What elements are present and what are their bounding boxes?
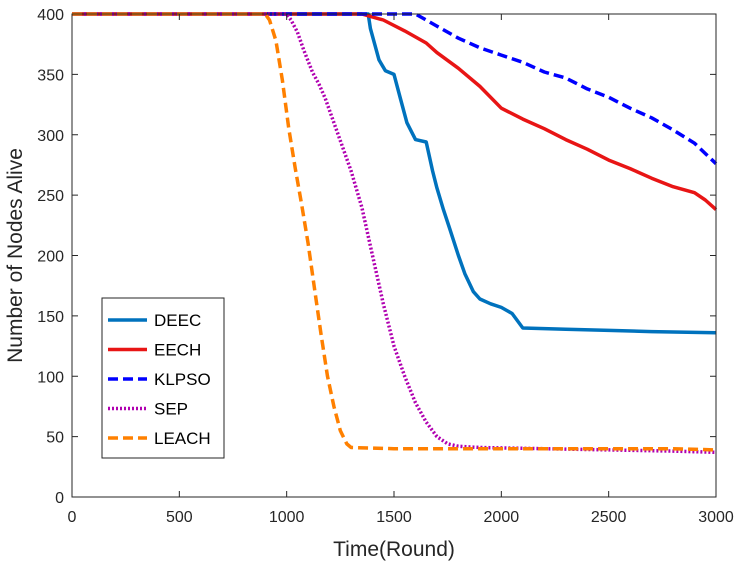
- x-axis-label: Time(Round): [333, 538, 455, 561]
- legend-box: [101, 297, 225, 459]
- y-tick-label: 200: [37, 249, 64, 266]
- x-tick-label: 2000: [484, 509, 520, 526]
- ticks-layer: 0 500 1000 1500 2000 2500 3000 0 50 100 150 200 250 3…: [37, 7, 734, 526]
- x-tick-label: 0: [68, 509, 77, 526]
- series-line-deec: [72, 12, 717, 335]
- x-tick-label: 500: [166, 509, 193, 526]
- x-tick-label: 2500: [591, 509, 627, 526]
- series-line-klpso: [72, 12, 718, 165]
- series-layer: [72, 12, 718, 455]
- y-tick-label: 100: [37, 369, 64, 386]
- legend-label-eech: EECH: [154, 341, 201, 360]
- legend-label-deec: DEEC: [154, 311, 201, 330]
- series-line-eech: [72, 12, 718, 211]
- y-tick-label: 150: [37, 309, 64, 326]
- legend-label-leach: LEACH: [154, 429, 211, 448]
- series-line-leach: [72, 12, 717, 452]
- x-tick-label: 1500: [376, 509, 412, 526]
- x-tick-label: 1000: [269, 509, 305, 526]
- legend-label-klpso: KLPSO: [154, 370, 211, 389]
- x-tick-label: 3000: [698, 509, 734, 526]
- y-tick-label: 0: [55, 490, 64, 507]
- y-tick-label: 300: [37, 128, 64, 145]
- y-tick-label: 250: [37, 188, 64, 205]
- series-line-sep: [72, 12, 717, 455]
- y-tick-label: 50: [46, 430, 64, 447]
- y-axis-label: Number of Nodes Alive: [4, 148, 27, 363]
- legend-label-sep: SEP: [154, 400, 188, 419]
- y-tick-label: 400: [37, 7, 64, 24]
- legend: DEEC EECH KLPSO SEP LEACH: [101, 297, 225, 459]
- y-tick-label: 350: [37, 67, 64, 84]
